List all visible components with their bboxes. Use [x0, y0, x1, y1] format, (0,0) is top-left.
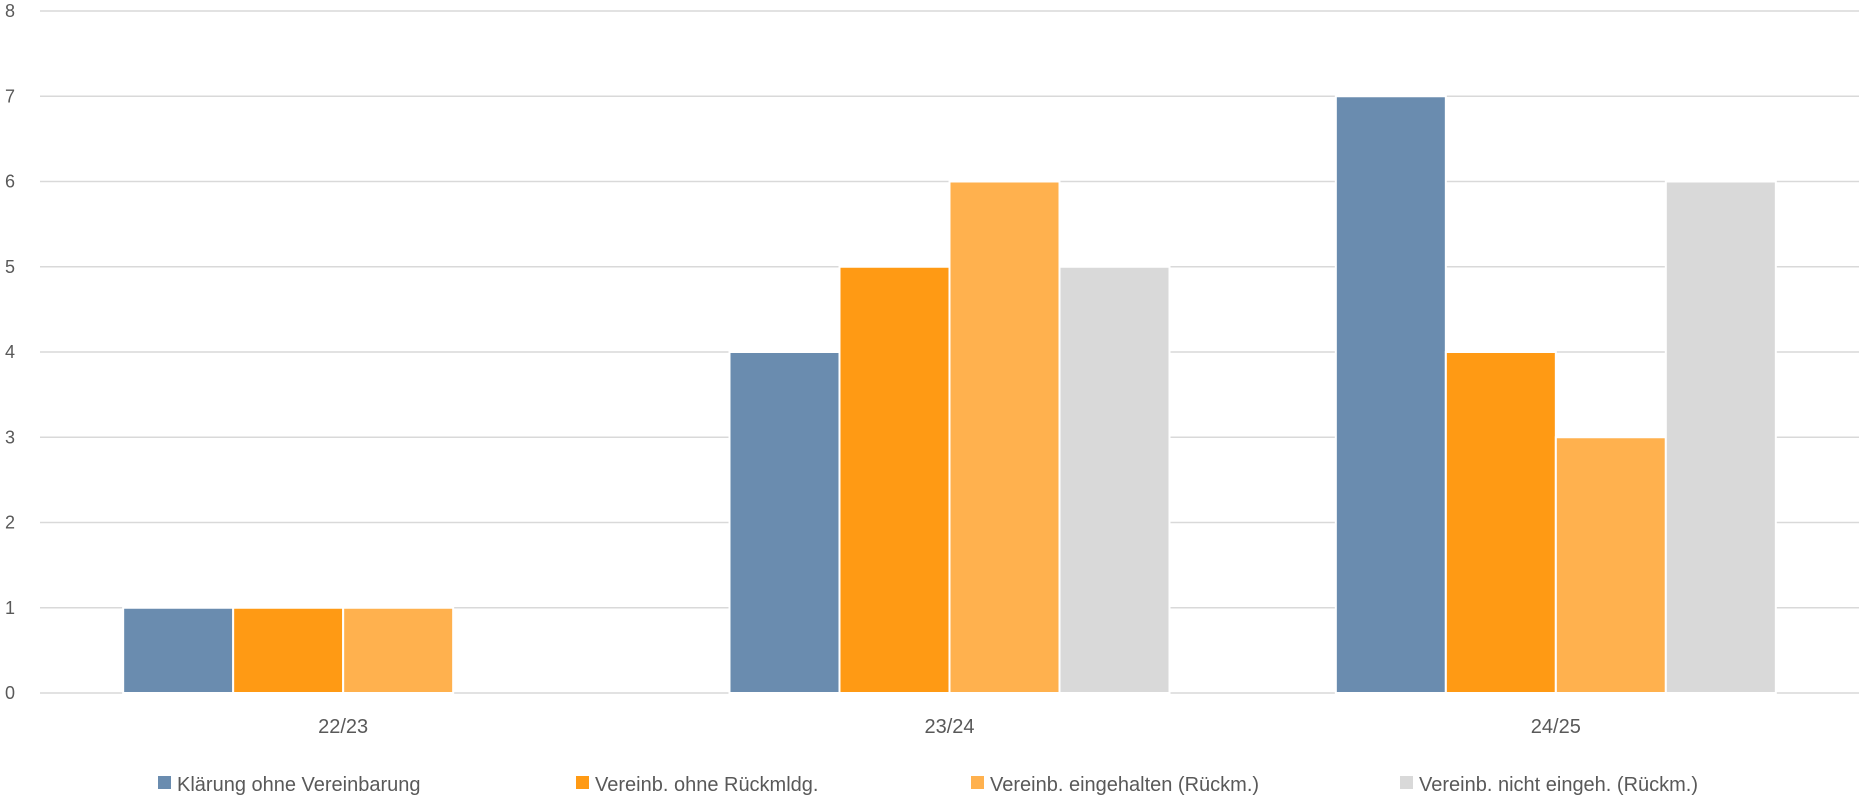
legend-swatch — [158, 776, 171, 789]
y-tick-label: 8 — [5, 1, 15, 21]
legend: Klärung ohne Vereinbarung Vereinb. ohne R… — [158, 774, 1698, 796]
legend-swatch — [971, 776, 984, 789]
y-tick-label: 3 — [5, 427, 15, 447]
y-axis-tick-labels: 0 1 2 3 4 5 6 7 8 — [5, 1, 15, 703]
y-tick-label: 4 — [5, 342, 15, 362]
bar — [1444, 351, 1557, 694]
bar — [342, 606, 455, 694]
x-axis-category-labels: 22/23 23/24 24/25 — [318, 716, 1581, 738]
bars — [122, 95, 1777, 694]
bar — [838, 265, 951, 694]
legend-swatch — [1400, 776, 1413, 789]
x-category-label: 24/25 — [1531, 716, 1581, 738]
bar — [948, 180, 1061, 694]
legend-label: Vereinb. ohne Rückmldg. — [595, 774, 818, 796]
bar — [1554, 436, 1667, 694]
legend-label: Vereinb. nicht eingeh. (Rückm.) — [1419, 774, 1698, 796]
y-tick-label: 5 — [5, 257, 15, 277]
y-tick-label: 2 — [5, 513, 15, 533]
y-tick-label: 6 — [5, 172, 15, 192]
y-tick-label: 1 — [5, 598, 15, 618]
bar — [232, 606, 345, 694]
bar — [122, 606, 235, 694]
x-category-label: 22/23 — [318, 716, 368, 738]
bar — [1664, 180, 1777, 694]
legend-label: Vereinb. eingehalten (Rückm.) — [990, 774, 1259, 796]
bar — [728, 351, 841, 694]
bar — [1058, 265, 1171, 694]
legend-swatch — [576, 776, 589, 789]
y-tick-label: 7 — [5, 86, 15, 106]
bar — [1334, 95, 1447, 694]
x-category-label: 23/24 — [924, 716, 974, 738]
y-tick-label: 0 — [5, 683, 15, 703]
legend-label: Klärung ohne Vereinbarung — [177, 774, 421, 796]
